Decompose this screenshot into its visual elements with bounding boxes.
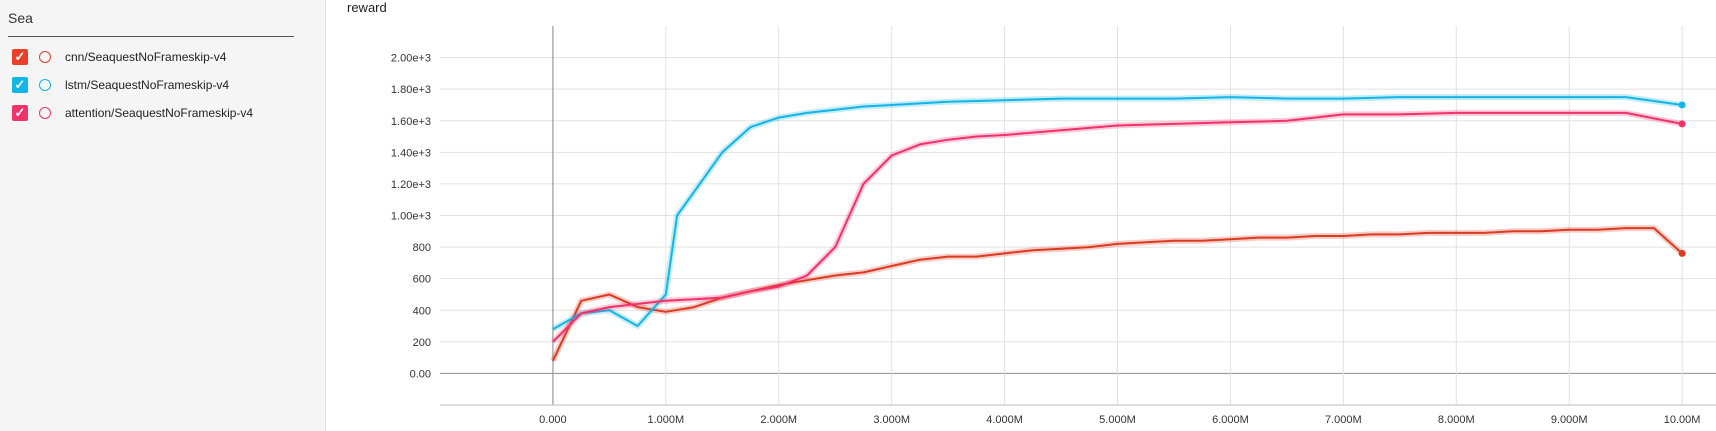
run-checkbox-attention[interactable]: ✓ — [12, 105, 28, 121]
run-label-attention: attention/SeaquestNoFrameskip-v4 — [65, 106, 254, 120]
x-tick-label: 9.000M — [1551, 414, 1588, 426]
x-tick-label: 3.000M — [873, 414, 910, 426]
run-item-lstm[interactable]: ✓ lstm/SeaquestNoFrameskip-v4 — [12, 75, 229, 95]
x-tick-label: 4.000M — [986, 414, 1023, 426]
x-tick-label: 6.000M — [1212, 414, 1249, 426]
run-item-cnn[interactable]: ✓ cnn/SeaquestNoFrameskip-v4 — [12, 47, 226, 67]
run-checkbox-lstm[interactable]: ✓ — [12, 77, 28, 93]
x-tick-label: 1.000M — [647, 414, 684, 426]
run-filter-field[interactable] — [8, 8, 294, 37]
run-checkbox-cnn[interactable]: ✓ — [12, 49, 28, 65]
y-tick-label: 2.00e+3 — [391, 53, 431, 65]
run-color-icon-lstm[interactable] — [39, 79, 51, 91]
x-tick-label: 5.000M — [1099, 414, 1136, 426]
y-tick-label: 600 — [413, 274, 431, 286]
x-tick-label: 8.000M — [1438, 414, 1475, 426]
data-point — [1678, 249, 1686, 257]
y-tick-label: 1.60e+3 — [391, 116, 431, 128]
y-tick-label: 1.40e+3 — [391, 147, 431, 159]
y-tick-label: 200 — [413, 337, 431, 349]
data-point — [1678, 101, 1686, 109]
run-label-cnn: cnn/SeaquestNoFrameskip-v4 — [65, 50, 227, 64]
x-tick-label: 2.000M — [760, 414, 797, 426]
data-point — [1678, 120, 1686, 128]
series-line — [552, 111, 1683, 343]
run-item-attention[interactable]: ✓ attention/SeaquestNoFrameskip-v4 — [12, 103, 253, 123]
y-tick-label: 0.00 — [410, 368, 431, 380]
x-tick-label: 7.000M — [1325, 414, 1362, 426]
y-tick-label: 1.80e+3 — [391, 84, 431, 96]
chart-title: reward — [347, 0, 387, 15]
y-tick-label: 400 — [413, 305, 431, 317]
x-tick-label: 0.000 — [539, 414, 567, 426]
run-filter-input[interactable] — [8, 8, 294, 28]
y-tick-label: 800 — [413, 242, 431, 254]
runs-sidebar: ✓ cnn/SeaquestNoFrameskip-v4 ✓ lstm/Seaq… — [0, 0, 326, 431]
run-color-icon-attention[interactable] — [39, 107, 51, 119]
x-tick-label: 10.00M — [1664, 414, 1701, 426]
y-tick-label: 1.20e+3 — [391, 179, 431, 191]
run-color-icon-cnn[interactable] — [39, 51, 51, 63]
series-line — [552, 96, 1683, 331]
y-tick-label: 1.00e+3 — [391, 211, 431, 223]
run-label-lstm: lstm/SeaquestNoFrameskip-v4 — [65, 78, 230, 92]
